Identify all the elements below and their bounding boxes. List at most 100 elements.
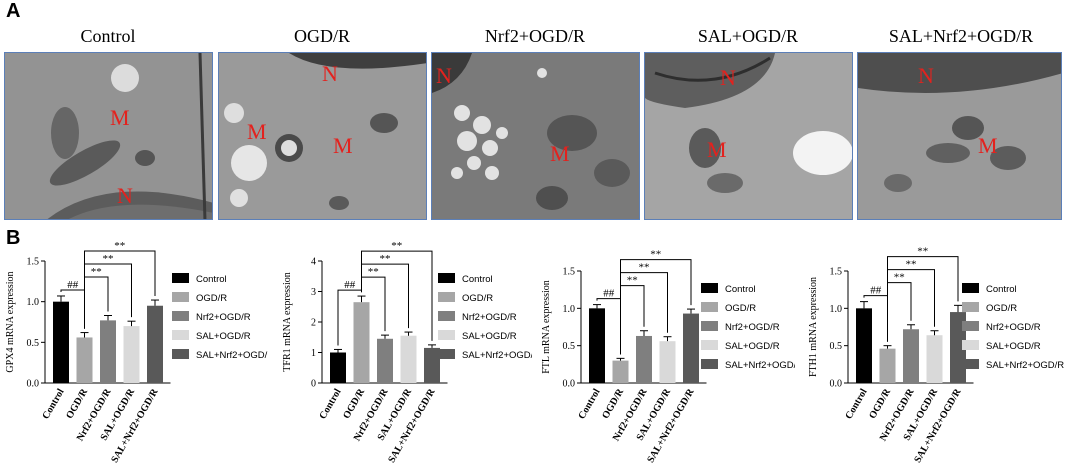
em-title-control: Control xyxy=(80,26,136,46)
y-tick-label: 2 xyxy=(311,318,316,329)
em-label-m: M xyxy=(333,133,353,158)
significance-label: ** xyxy=(906,259,917,271)
y-tick-label: 4 xyxy=(311,257,316,268)
significance-label: ** xyxy=(650,249,661,261)
significance-label: ## xyxy=(344,279,356,291)
bar-1 xyxy=(53,301,69,383)
bar-4 xyxy=(400,335,417,383)
legend-label: OGD/R xyxy=(725,303,756,314)
y-axis-label: GPX4 mRNA expression xyxy=(5,271,16,372)
em-image-control: M N xyxy=(4,52,213,220)
bar-5 xyxy=(424,347,440,383)
legend: Control OGD/R Nrf2+OGD/R SAL+OGD/R SAL+Nrf2+… xyxy=(962,283,1064,371)
x-tick-label: Control xyxy=(843,387,869,421)
legend-label: SAL+OGD/R xyxy=(725,341,780,352)
legend-swatch xyxy=(172,349,189,359)
significance-bracket xyxy=(84,250,156,329)
bar-2 xyxy=(353,302,370,383)
legend-label: Control xyxy=(986,284,1017,295)
y-axis-label: TFR1 mRNA expression xyxy=(282,272,293,371)
significance-bracket xyxy=(887,256,959,342)
legend-swatch xyxy=(438,311,455,321)
legend-label: SAL+Nrf2+OGD/R xyxy=(196,350,268,361)
legend-swatch xyxy=(438,292,455,302)
legend-label: SAL+Nrf2+OGD/R xyxy=(462,350,532,361)
y-tick-label: 0.5 xyxy=(830,341,843,352)
y-axis-label: FTH1 mRNA expression xyxy=(808,277,819,377)
em-label-m: M xyxy=(110,105,130,130)
em-title-nrf2-ogdr: Nrf2+OGD/R xyxy=(484,26,586,46)
chart-tfr1: TFR1 mRNA expression 0 1 2 3 4 Control OGD/R Nrf… xyxy=(282,240,532,465)
legend-swatch xyxy=(962,340,979,350)
bar-3 xyxy=(903,329,919,383)
significance-label: ** xyxy=(380,253,391,265)
bar-2 xyxy=(76,337,93,383)
em-title-sal-ogdr: SAL+OGD/R xyxy=(697,26,799,46)
em-label-m: M xyxy=(978,133,998,158)
y-tick-label: 0.0 xyxy=(830,379,843,390)
significance-bracket xyxy=(361,250,433,341)
significance-label: ## xyxy=(67,279,79,291)
legend-swatch xyxy=(962,359,979,369)
bar-4 xyxy=(926,335,943,383)
legend-swatch xyxy=(438,349,455,359)
bar-2 xyxy=(612,360,629,383)
em-label-n: N xyxy=(117,183,133,208)
chart-ftl: FTL mRNA expression 0.0 0.5 1.0 1.5 Control OG… xyxy=(541,249,795,465)
panel-b-label: B xyxy=(6,227,21,249)
legend-swatch xyxy=(172,330,189,340)
x-tick-label: Control xyxy=(40,387,66,421)
legend-label: SAL+OGD/R xyxy=(986,341,1041,352)
legend-label: Nrf2+OGD/R xyxy=(986,322,1041,333)
legend: Control OGD/R Nrf2+OGD/R SAL+OGD/R SAL+Nrf2+… xyxy=(438,273,532,361)
legend-label: OGD/R xyxy=(462,293,493,304)
bar-5 xyxy=(683,313,699,383)
y-tick-label: 1.5 xyxy=(830,267,843,278)
em-image-sal-ogdr: N M xyxy=(644,52,853,220)
bar-3 xyxy=(636,335,652,383)
significance-label: ** xyxy=(368,266,379,278)
y-tick-label: 1.5 xyxy=(27,257,40,268)
legend-label: OGD/R xyxy=(986,303,1017,314)
legend-label: SAL+Nrf2+OGD/R xyxy=(725,360,795,371)
legend-swatch xyxy=(701,340,718,350)
legend-label: SAL+Nrf2+OGD/R xyxy=(986,360,1064,371)
y-tick-label: 1.5 xyxy=(563,267,576,278)
y-axis-label: FTL mRNA expression xyxy=(541,280,552,374)
legend-swatch xyxy=(962,302,979,312)
significance-label: ** xyxy=(639,262,650,274)
em-label-n: N xyxy=(720,65,736,90)
significance-bracket xyxy=(620,259,692,355)
legend-swatch xyxy=(701,359,718,369)
bar-1 xyxy=(856,308,872,383)
legend-label: Nrf2+OGD/R xyxy=(196,312,251,323)
em-label-n: N xyxy=(436,63,452,88)
em-image-nrf2-ogdr: N M xyxy=(431,52,640,220)
y-tick-label: 0 xyxy=(311,379,316,390)
em-label-n: N xyxy=(918,63,934,88)
x-tick-label: Control xyxy=(317,387,343,421)
bar-1 xyxy=(330,352,346,383)
legend-label: OGD/R xyxy=(196,293,227,304)
legend-label: Control xyxy=(725,284,756,295)
legend-swatch xyxy=(438,273,455,283)
legend-label: SAL+OGD/R xyxy=(196,331,251,342)
legend-label: Nrf2+OGD/R xyxy=(462,312,517,323)
y-tick-label: 0.0 xyxy=(563,379,576,390)
y-tick-label: 3 xyxy=(311,287,316,298)
legend-label: Control xyxy=(462,274,493,285)
bar-4 xyxy=(123,326,140,383)
em-label-n: N xyxy=(322,61,338,86)
legend-label: Nrf2+OGD/R xyxy=(725,322,780,333)
significance-label: ** xyxy=(894,272,905,284)
y-tick-label: 1.0 xyxy=(27,297,40,308)
panel-a-label: A xyxy=(6,0,21,22)
em-image-sal-nrf2-ogdr: N M xyxy=(857,52,1062,220)
bar-4 xyxy=(659,341,676,383)
em-label-m: M xyxy=(550,141,570,166)
significance-label: ** xyxy=(91,266,102,278)
legend-swatch xyxy=(701,302,718,312)
y-tick-label: 0.5 xyxy=(563,341,576,352)
significance-label: ## xyxy=(603,288,615,300)
y-tick-label: 1.0 xyxy=(830,304,843,315)
